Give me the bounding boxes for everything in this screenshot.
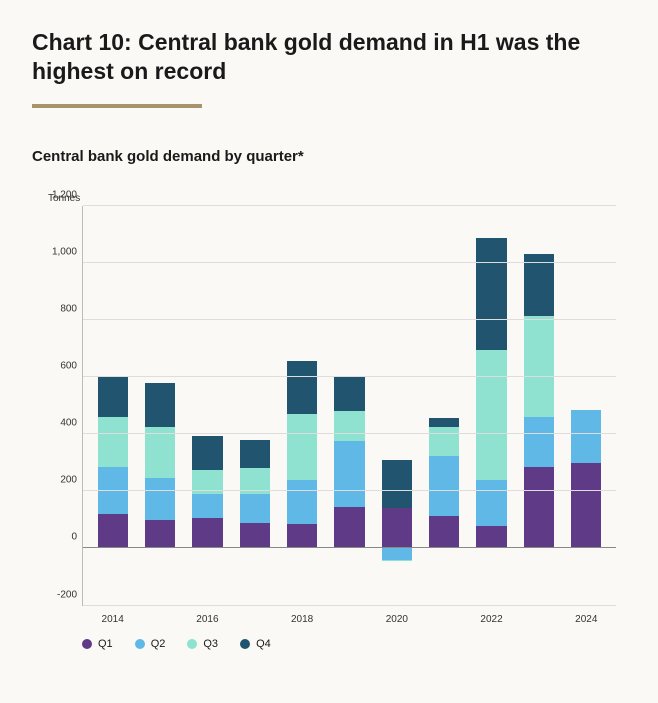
grid-line: [83, 490, 616, 491]
bar-segment-q1: [240, 523, 270, 549]
y-tick-label: -200: [41, 589, 77, 600]
bar-segment-q2: [476, 480, 506, 526]
grid-line: [83, 376, 616, 377]
bar-segment-q2: [382, 548, 412, 559]
bar-segment-q1: [524, 467, 554, 548]
legend-label: Q1: [98, 638, 113, 650]
legend-label: Q4: [256, 638, 271, 650]
chart-area: Tonnes 2014 2016 2018 2020 2022 2024 -200 0 200…: [32, 193, 626, 606]
grid-line: [83, 319, 616, 320]
bar-column: 2014: [89, 206, 136, 606]
x-tick-label: 2016: [196, 614, 218, 625]
bar-segment-q3: [98, 417, 128, 467]
chart-subtitle: Central bank gold demand by quarter*: [32, 148, 626, 165]
bar-segment-q3: [145, 427, 175, 478]
plot-area: 201420162018202020222024 -20002004006008…: [82, 206, 616, 606]
grid-line: [83, 262, 616, 263]
bar-column: 2022: [468, 206, 515, 606]
y-tick-label: 0: [41, 532, 77, 543]
y-tick-label: 1,200: [41, 189, 77, 200]
y-tick-label: 200: [41, 475, 77, 486]
bars-container: 2014 2016 2018 2020 2022 2024: [83, 206, 616, 606]
bar-column: 2024: [563, 206, 610, 606]
bar-segment-q3: [476, 350, 506, 480]
bar-segment-q2: [145, 478, 175, 519]
legend-label: Q2: [151, 638, 166, 650]
bar-column: [326, 206, 373, 606]
title-rule: [32, 104, 202, 108]
bar-segment-q4: [287, 361, 317, 414]
x-tick-label: 2018: [291, 614, 313, 625]
legend-item-q1: Q1: [82, 638, 113, 650]
bar-column: 2020: [373, 206, 420, 606]
bar-segment-q3: [334, 411, 364, 441]
grid-baseline: [83, 547, 616, 548]
y-tick-label: 1,000: [41, 246, 77, 257]
bar-segment-q4: [334, 376, 364, 412]
x-tick-label: 2020: [386, 614, 408, 625]
bar-segment-q2: [334, 441, 364, 507]
bar-segment-q2: [429, 456, 459, 516]
bar-segment-q4: [429, 418, 459, 427]
bar-segment-q3: [429, 427, 459, 456]
bar-segment-q1: [429, 516, 459, 549]
bar-segment-q4: [192, 436, 222, 470]
legend-swatch-icon: [187, 639, 197, 649]
bar-segment-q1: [476, 526, 506, 549]
bar-segment-q1: [192, 518, 222, 548]
y-tick-label: 400: [41, 418, 77, 429]
bar-column: 2016: [184, 206, 231, 606]
legend-swatch-icon: [240, 639, 250, 649]
y-tick-label: 800: [41, 303, 77, 314]
bar-segment-q2: [287, 480, 317, 524]
chart-card: Chart 10: Central bank gold demand in H1…: [0, 0, 658, 703]
bar-segment-q1: [334, 507, 364, 548]
bar-segment-q4: [145, 383, 175, 427]
bar-segment-q2: [571, 410, 601, 463]
bar-segment-q1: [287, 524, 317, 548]
bar-segment-q3: [287, 414, 317, 480]
bar-column: 2018: [278, 206, 325, 606]
bar-segment-q1: [145, 520, 175, 549]
legend: Q1 Q2 Q3 Q4: [82, 638, 626, 650]
x-tick-label: 2024: [575, 614, 597, 625]
grid-line: [83, 433, 616, 434]
legend-swatch-icon: [135, 639, 145, 649]
bar-column: [515, 206, 562, 606]
legend-label: Q3: [203, 638, 218, 650]
bar-segment-q4: [382, 460, 412, 509]
y-axis-label: Tonnes: [48, 193, 626, 204]
bar-segment-q1: [98, 514, 128, 548]
x-tick-label: 2014: [102, 614, 124, 625]
bar-segment-q3: [382, 560, 412, 561]
chart-title: Chart 10: Central bank gold demand in H1…: [32, 28, 626, 86]
bar-column: [231, 206, 278, 606]
grid-line: [83, 205, 616, 206]
bar-segment-q4: [524, 254, 554, 315]
y-tick-label: 600: [41, 360, 77, 371]
legend-item-q3: Q3: [187, 638, 218, 650]
bar-segment-q1: [571, 463, 601, 549]
bar-segment-q1: [382, 508, 412, 548]
bar-segment-q4: [476, 238, 506, 349]
bar-column: [136, 206, 183, 606]
legend-item-q4: Q4: [240, 638, 271, 650]
legend-item-q2: Q2: [135, 638, 166, 650]
bar-column: [421, 206, 468, 606]
bar-segment-q4: [98, 377, 128, 417]
grid-line: [83, 605, 616, 606]
bar-segment-q2: [192, 494, 222, 518]
bar-segment-q4: [240, 440, 270, 469]
bar-segment-q2: [240, 494, 270, 523]
bar-segment-q3: [524, 316, 554, 417]
bar-segment-q2: [524, 417, 554, 467]
x-tick-label: 2022: [480, 614, 502, 625]
legend-swatch-icon: [82, 639, 92, 649]
